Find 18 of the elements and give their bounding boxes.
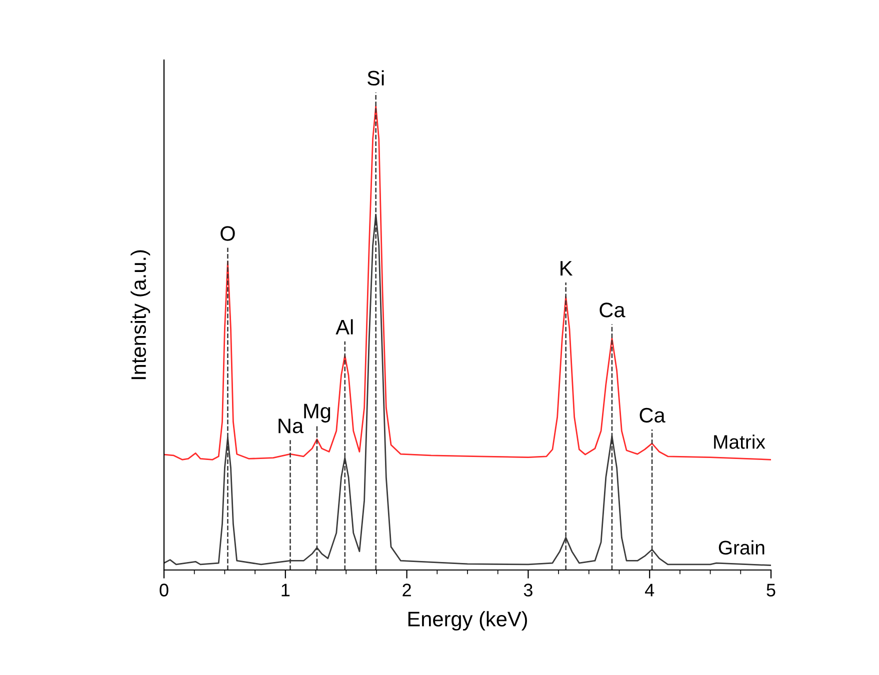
ref-line-label: Si <box>368 70 384 86</box>
x-tick-label: 0 <box>160 584 168 596</box>
ref-line-label: Na <box>278 418 304 434</box>
y-axis-title: Intensity (a.u.) <box>130 250 150 380</box>
series-label: Grain <box>718 540 764 555</box>
ref-line-label: Al <box>336 319 353 334</box>
ref-line-label: Ca <box>600 302 626 318</box>
ref-line-label: O <box>220 226 235 241</box>
series-label: Matrix <box>714 434 766 449</box>
x-tick-label: 4 <box>644 584 654 596</box>
x-tick-label: 1 <box>282 584 290 596</box>
ref-line-label: Ca <box>640 408 666 423</box>
x-tick-label: 2 <box>402 584 411 596</box>
ref-line-label: Mg <box>304 404 330 423</box>
x-tick-label: 5 <box>766 584 776 596</box>
ref-line-label: K <box>560 261 573 276</box>
x-axis-title: Energy (keV) <box>408 611 527 631</box>
x-tick-label: 3 <box>524 584 532 596</box>
